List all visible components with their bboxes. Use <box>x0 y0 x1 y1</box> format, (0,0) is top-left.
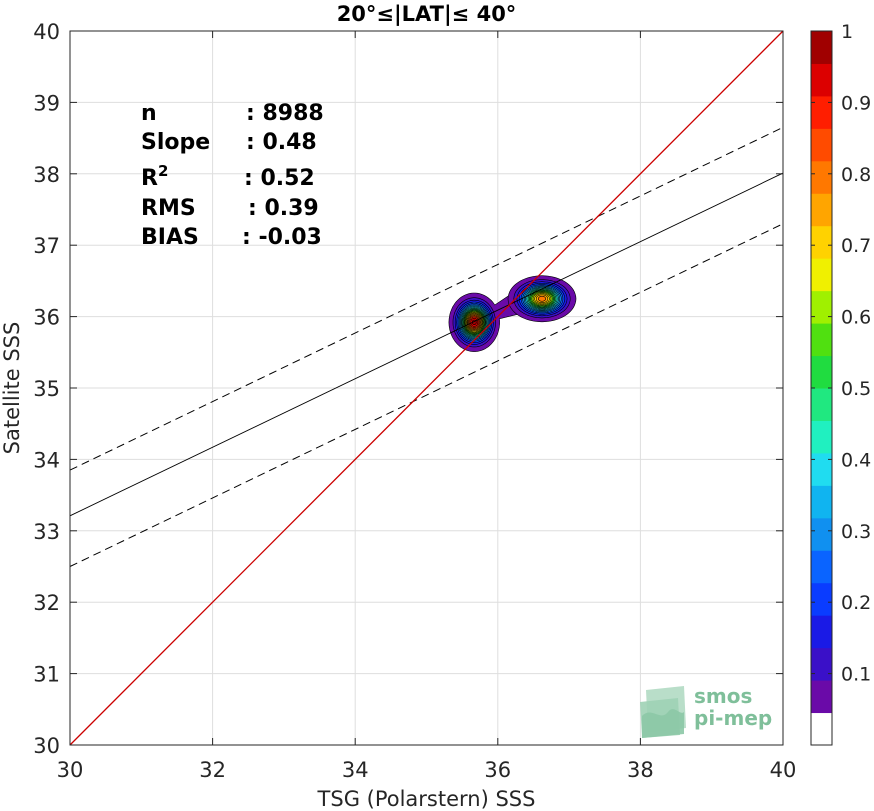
stat-name: Slope <box>141 130 210 155</box>
colorbar-tick-label: 0.5 <box>841 378 871 400</box>
colorbar-tick-label: 0.3 <box>841 521 871 543</box>
colorbar-tick-label: 0.8 <box>841 164 871 186</box>
y-tick-label: 30 <box>33 734 60 758</box>
colorbar-segment <box>811 63 832 97</box>
x-axis-label: TSG (Polarstern) SSS <box>317 787 536 811</box>
x-tick-label: 40 <box>770 758 797 782</box>
logo-line1: smos <box>694 684 752 708</box>
colorbar-segment <box>811 355 832 389</box>
stat-value: : 0.52 <box>244 166 315 191</box>
colorbar-segment <box>811 323 832 357</box>
lower-bound-line <box>69 223 784 567</box>
x-tick-label: 36 <box>484 758 511 782</box>
colorbar-segment <box>811 258 832 292</box>
colorbar-tick-label: 0.2 <box>841 592 871 614</box>
y-tick-label: 35 <box>33 377 60 401</box>
x-tick-label: 38 <box>627 758 654 782</box>
smos-pi-mep-logo: smos pi-mep <box>640 684 772 738</box>
x-tick-label: 30 <box>57 758 84 782</box>
colorbar-segment <box>811 452 832 486</box>
colorbar-segment <box>811 290 832 324</box>
colorbar-segment <box>811 128 832 162</box>
colorbar-segment <box>811 160 832 194</box>
colorbar-segment <box>811 193 832 227</box>
grid <box>69 30 784 746</box>
x-tick-label: 32 <box>199 758 226 782</box>
colorbar-tick-label: 1 <box>841 21 853 43</box>
stat-value: : 0.48 <box>246 130 317 155</box>
stat-value: : -0.03 <box>242 225 322 250</box>
y-axis-label: Satellite SSS <box>0 322 24 455</box>
colorbar-segment <box>811 582 832 616</box>
chart-title: 20°≤|LAT|≤ 40° <box>337 2 517 27</box>
colorbar-segment <box>811 615 832 649</box>
regression-lines <box>69 30 784 746</box>
upper-bound-line <box>69 126 784 471</box>
logo-mark-icon <box>640 686 686 738</box>
y-tick-labels: 30 31 32 33 34 35 36 37 38 39 40 <box>33 20 60 758</box>
colorbar-segment <box>811 225 832 259</box>
y-tick-label: 31 <box>33 663 60 687</box>
colorbar-tick-label: 0.9 <box>841 92 871 114</box>
y-tick-label: 34 <box>33 448 60 472</box>
y-tick-label: 32 <box>33 591 60 615</box>
colorbar-segment <box>811 712 832 746</box>
y-tick-label: 38 <box>33 163 60 187</box>
y-tick-label: 40 <box>33 20 60 44</box>
colorbar-segment <box>811 550 832 584</box>
colorbar-tick-label: 0.7 <box>841 235 871 257</box>
colorbar-segment <box>811 517 832 551</box>
colorbar: 0.1 0.2 0.3 0.4 0.5 0.6 0.7 0.8 0.9 1 <box>810 21 871 746</box>
colorbar-segment <box>811 31 832 64</box>
stat-value: : 0.39 <box>248 196 319 221</box>
stat-name: RMS <box>141 196 196 221</box>
colorbar-tick-label: 0.1 <box>841 664 871 686</box>
colorbar-tick-label: 0.6 <box>841 307 871 329</box>
colorbar-segment <box>811 680 832 714</box>
density-contour <box>538 295 546 302</box>
colorbar-segment <box>811 388 832 421</box>
y-tick-label: 36 <box>33 306 60 330</box>
y-tick-label: 39 <box>33 91 60 115</box>
stat-name-superscript: 2 <box>158 162 168 180</box>
logo-line2: pi-mep <box>694 706 772 730</box>
x-tick-label: 34 <box>342 758 369 782</box>
stat-name: BIAS <box>141 225 199 250</box>
colorbar-segment <box>811 647 832 681</box>
regression-line <box>69 172 784 517</box>
stat-value: : 8988 <box>246 101 324 126</box>
colorbar-segment <box>811 420 832 454</box>
y-tick-label: 37 <box>33 234 60 258</box>
axes-frame <box>69 30 784 746</box>
colorbar-segment <box>811 485 832 519</box>
colorbar-tick-label: 0.4 <box>841 449 871 471</box>
identity-line <box>69 30 784 746</box>
x-tick-labels: 30 32 34 36 38 40 <box>57 758 797 782</box>
colorbar-segment <box>811 95 832 129</box>
y-tick-label: 33 <box>33 520 60 544</box>
stat-name: n <box>141 101 157 126</box>
